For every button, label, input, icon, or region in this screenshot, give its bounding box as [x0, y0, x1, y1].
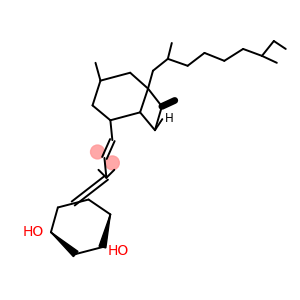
Text: HO: HO — [107, 244, 129, 258]
Text: HO: HO — [23, 225, 44, 239]
Polygon shape — [99, 214, 110, 248]
Circle shape — [91, 145, 104, 159]
Text: H: H — [165, 112, 174, 125]
Polygon shape — [51, 232, 78, 256]
Circle shape — [105, 156, 119, 170]
